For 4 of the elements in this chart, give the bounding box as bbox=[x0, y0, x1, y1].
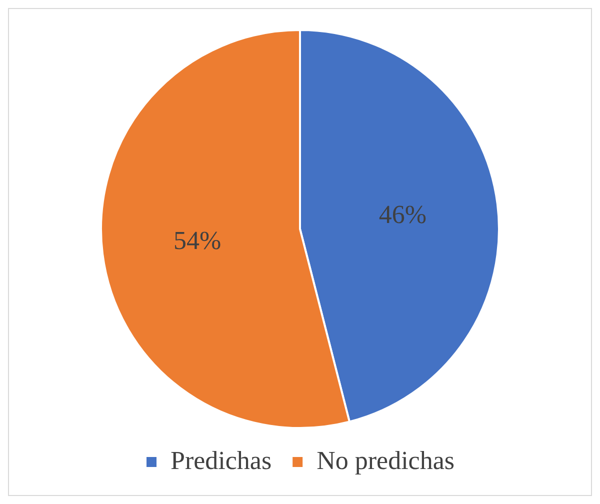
data-label: 54% bbox=[174, 226, 222, 255]
legend-label: Predichas bbox=[170, 446, 272, 475]
legend-label: No predichas bbox=[316, 446, 454, 475]
data-label: 46% bbox=[378, 200, 426, 229]
